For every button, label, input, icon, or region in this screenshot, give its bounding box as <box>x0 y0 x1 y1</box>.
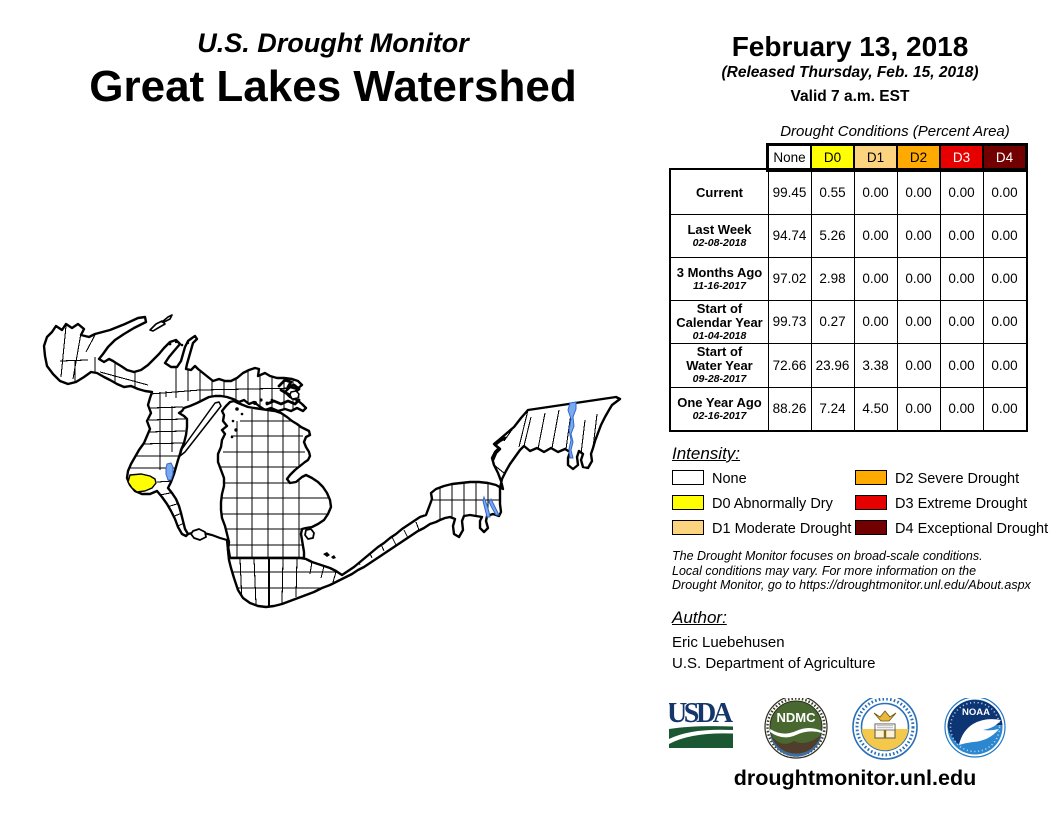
svg-text:NDMC: NDMC <box>777 710 817 725</box>
svg-text:NOAA: NOAA <box>962 707 990 718</box>
svg-text:USDA: USDA <box>669 698 734 729</box>
